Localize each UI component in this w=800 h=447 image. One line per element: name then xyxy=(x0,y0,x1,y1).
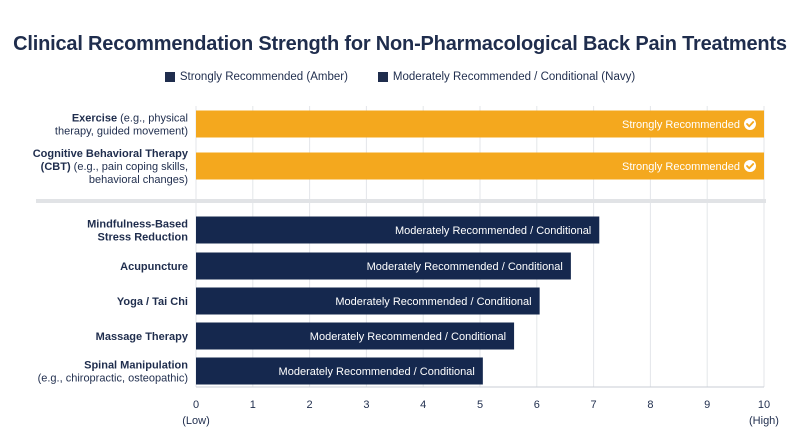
x-tick-label: 10 xyxy=(758,399,770,411)
category-label: Cognitive Behavioral Therapy (CBT) (e.g.,… xyxy=(33,148,189,186)
category-label-line: Massage Therapy xyxy=(96,331,189,343)
x-tick-label: 4 xyxy=(420,399,426,411)
category-label-line: Mindfulness-Based xyxy=(87,219,188,231)
legend-swatch-moderate xyxy=(377,72,388,82)
category-label: Acupuncture xyxy=(120,261,188,273)
x-tick-label: 1 xyxy=(250,399,256,411)
check-icon-mark xyxy=(746,163,755,170)
bar-label: Moderately Recommended / Conditional xyxy=(335,296,531,308)
bar-label: Strongly Recommended xyxy=(622,161,740,173)
bar xyxy=(196,322,515,350)
category-label-line: Cognitive Behavioral Therapy xyxy=(33,148,189,160)
category-label-line: Exercise (e.g., physical xyxy=(72,113,188,125)
bar xyxy=(196,287,540,315)
category-label-line: Stress Reduction xyxy=(98,232,189,244)
x-tick-label: 7 xyxy=(591,399,597,411)
category-label: Mindfulness-Based Stress Reduction xyxy=(87,219,188,244)
category-label-line: Acupuncture xyxy=(120,261,188,273)
bar-label: Moderately Recommended / Conditional xyxy=(279,366,475,378)
x-tick-label: 5 xyxy=(477,399,483,411)
category-label-line: (e.g., chiropractic, osteopathic) xyxy=(38,373,188,385)
category-label-line: (CBT) (e.g., pain coping skills, xyxy=(41,161,188,173)
bar-label: Moderately Recommended / Conditional xyxy=(310,331,506,343)
legend-swatch-strong xyxy=(164,72,175,82)
bar xyxy=(196,110,764,138)
category-label: Spinal Manipulation (e.g., chiropractic, … xyxy=(38,360,189,385)
category-label-line: Spinal Manipulation xyxy=(84,360,188,372)
x-tick-sublabel: (Low) xyxy=(182,415,210,427)
category-label: Exercise (e.g., physical therapy, guided … xyxy=(55,113,188,138)
legend-item-moderate: Moderately Recommended / Conditional (Na… xyxy=(377,71,636,83)
bar xyxy=(196,216,600,244)
bar-label: Moderately Recommended / Conditional xyxy=(395,225,591,237)
bar xyxy=(196,357,483,385)
category-label-line: behavioral changes) xyxy=(89,174,188,186)
x-tick-label: 2 xyxy=(307,399,313,411)
bar xyxy=(196,152,764,180)
category-label-line: Yoga / Tai Chi xyxy=(117,296,188,308)
x-tick-label: 0 xyxy=(193,399,199,411)
check-icon-mark xyxy=(746,121,755,128)
legend-label-strong: Strongly Recommended (Amber) xyxy=(179,71,348,83)
x-tick-label: 9 xyxy=(704,399,710,411)
x-tick-label: 8 xyxy=(647,399,653,411)
bar xyxy=(196,252,571,280)
legend-label-moderate: Moderately Recommended / Conditional (Na… xyxy=(392,71,636,83)
x-tick-label: 6 xyxy=(534,399,540,411)
bar-label: Moderately Recommended / Conditional xyxy=(367,261,563,273)
category-label: Yoga / Tai Chi xyxy=(117,296,188,308)
legend-item-strong: Strongly Recommended (Amber) xyxy=(164,71,348,83)
check-icon xyxy=(744,160,756,172)
chart-title: Clinical Recommendation Strength for Non… xyxy=(13,33,787,55)
check-icon xyxy=(744,118,756,130)
bar-label: Strongly Recommended xyxy=(622,119,740,131)
chart-legend: Strongly Recommended (Amber) Moderately … xyxy=(0,71,800,83)
category-label: Massage Therapy xyxy=(96,331,189,343)
x-tick-sublabel: (High) xyxy=(749,415,779,427)
category-label-line: therapy, guided movement) xyxy=(55,126,188,138)
group-separator xyxy=(36,199,766,203)
x-tick-label: 3 xyxy=(363,399,369,411)
